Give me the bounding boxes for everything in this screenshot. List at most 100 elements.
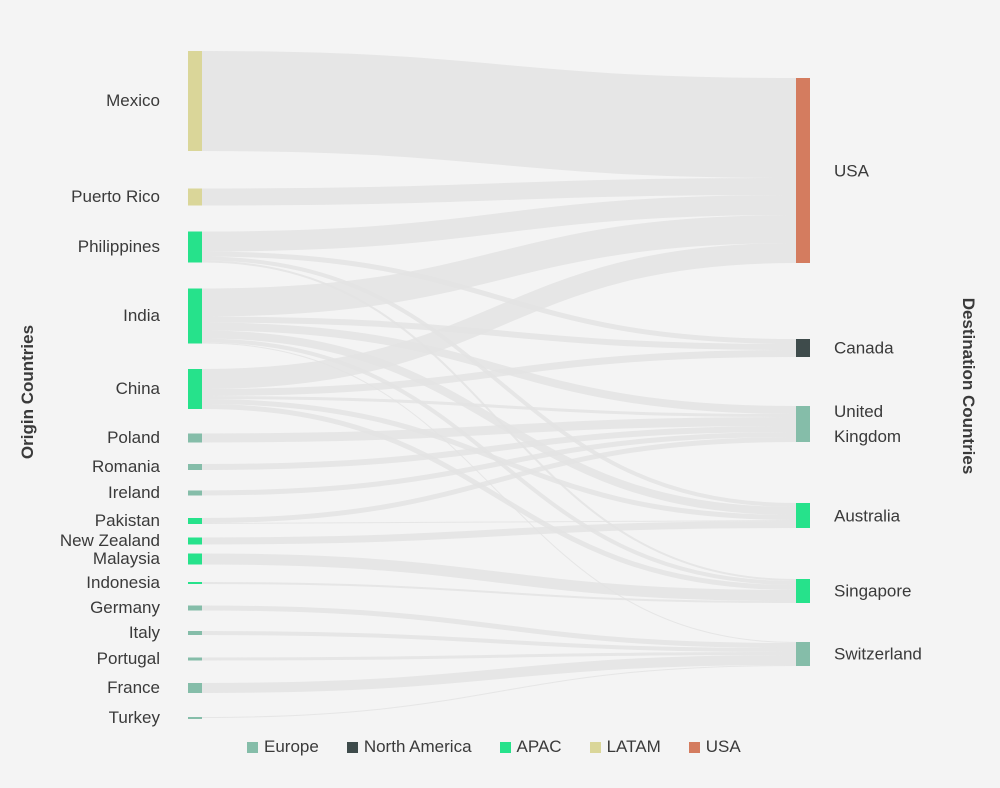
link-romania-to-united-kingdom (201, 426, 797, 470)
source-node-romania (188, 464, 202, 470)
source-label-pakistan: Pakistan (94, 511, 160, 530)
source-node-indonesia (188, 582, 202, 584)
legend-item-latam: LATAM (589, 737, 661, 757)
source-node-ireland (188, 490, 202, 496)
destination-label-line: United (834, 402, 884, 421)
destination-label-switzerland: Switzerland (834, 642, 922, 667)
legend-item-europe: Europe (247, 737, 319, 757)
destination-label-australia: Australia (834, 503, 900, 528)
source-label-indonesia: Indonesia (86, 573, 160, 592)
legend-swatch (499, 741, 511, 753)
link-philippines-to-australia (201, 256, 797, 507)
source-node-china (188, 369, 202, 409)
source-label-poland: Poland (107, 428, 160, 447)
source-label-france: France (107, 678, 160, 697)
link-france-to-switzerland (201, 655, 797, 693)
source-node-mexico (188, 51, 202, 151)
destination-node-switzerland (796, 642, 810, 666)
link-pakistan-to-australia (201, 520, 797, 524)
legend-label: APAC (516, 737, 562, 756)
destination-node-usa (796, 78, 810, 263)
link-mexico-to-usa (201, 51, 797, 178)
source-node-new-zealand (188, 537, 202, 545)
source-node-india (188, 288, 202, 344)
source-label-india: India (123, 306, 160, 325)
source-node-turkey (188, 717, 202, 719)
link-new-zealand-to-australia (201, 521, 797, 545)
link-india-to-united-kingdom (201, 322, 797, 414)
source-label-new-zealand: New Zealand (59, 531, 160, 550)
axis-title-origin: Origin Countries (18, 324, 37, 460)
link-india-to-usa (201, 215, 797, 317)
source-node-poland (188, 433, 202, 443)
destination-node-australia (796, 503, 810, 528)
source-node-france (188, 683, 202, 693)
link-china-to-united-kingdom (201, 396, 797, 417)
source-node-philippines (188, 231, 202, 263)
source-label-romania: Romania (91, 457, 160, 476)
source-label-philippines: Philippines (77, 237, 160, 256)
destination-label-line: Kingdom (834, 427, 902, 446)
legend-swatch (247, 741, 258, 753)
source-label-turkey: Turkey (108, 708, 160, 727)
legend-swatch (688, 741, 700, 753)
link-portugal-to-switzerland (201, 652, 797, 661)
destination-label-line: USA (834, 161, 869, 180)
link-india-to-switzerland (201, 342, 797, 643)
destination-label-line: Canada (834, 338, 894, 358)
legend-swatch (589, 741, 601, 753)
axis-title-destination: Destination Countries (959, 297, 978, 475)
link-pakistan-to-united-kingdom (201, 437, 797, 523)
link-poland-to-united-kingdom (201, 417, 797, 443)
destination-label-singapore: Singapore (834, 579, 912, 604)
links-layer (201, 51, 797, 718)
legend: Europe North America APAC LATAM USA (247, 737, 741, 757)
link-ireland-to-united-kingdom (201, 432, 797, 496)
source-label-puerto-rico: Puerto Rico (71, 187, 160, 206)
legend-label: Europe (264, 737, 319, 756)
destination-label-line: Australia (834, 506, 901, 525)
link-philippines-to-canada (201, 251, 797, 344)
source-node-malaysia (188, 553, 202, 565)
legend-swatch (346, 741, 358, 753)
destination-node-singapore (796, 579, 810, 603)
legend-label: North America (363, 737, 472, 756)
destination-label-united-kingdom: United Kingdom (834, 399, 901, 449)
link-china-to-usa (201, 243, 797, 389)
destination-label-line: Singapore (834, 581, 912, 601)
source-node-portugal (188, 657, 202, 661)
link-turkey-to-switzerland (201, 665, 797, 718)
source-label-italy: Italy (128, 623, 160, 642)
source-node-puerto-rico (188, 188, 202, 206)
legend-item-usa: USA (688, 737, 741, 757)
legend-label: USA (705, 737, 741, 756)
legend-label: LATAM (606, 737, 661, 756)
destination-label-line: Switzerland (834, 644, 922, 664)
link-germany-to-switzerland (201, 605, 797, 648)
link-malaysia-to-singapore (201, 553, 797, 601)
destination-label-usa: USA (834, 158, 869, 183)
link-italy-to-switzerland (201, 631, 797, 652)
link-puerto-rico-to-usa (201, 178, 797, 206)
legend-item-apac: APAC (499, 737, 562, 757)
link-china-to-canada (201, 350, 797, 396)
source-node-italy (188, 631, 202, 635)
link-philippines-to-usa (201, 195, 797, 252)
legend-item-north-america: North America (346, 737, 472, 757)
source-label-ireland: Ireland (108, 483, 160, 502)
source-label-portugal: Portugal (96, 649, 160, 668)
source-node-pakistan (188, 518, 202, 524)
source-label-malaysia: Malaysia (92, 549, 160, 568)
source-label-germany: Germany (90, 598, 160, 617)
source-node-germany (188, 605, 202, 611)
destination-node-united-kingdom (796, 406, 810, 442)
destination-label-canada: Canada (834, 336, 894, 361)
link-china-to-australia (201, 399, 797, 520)
link-china-to-singapore (201, 404, 797, 590)
link-indonesia-to-singapore (201, 582, 797, 603)
source-label-mexico: Mexico (106, 91, 160, 110)
destination-node-canada (796, 339, 810, 357)
nodes-layer (188, 51, 810, 719)
